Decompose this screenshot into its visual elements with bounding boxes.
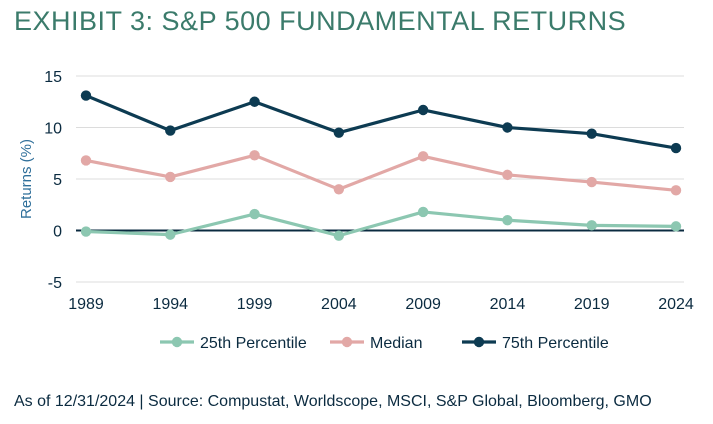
y-axis-label: Returns (%) <box>18 139 35 219</box>
legend-swatch-marker <box>171 336 183 348</box>
data-point <box>165 171 176 183</box>
legend-item-median: Median <box>330 335 422 352</box>
data-point <box>333 230 345 241</box>
data-point <box>586 176 597 188</box>
x-tick-label: 2004 <box>321 296 357 313</box>
x-tick-label: 2019 <box>574 296 610 313</box>
legend: 25th Percentile Median 75th Percentile <box>160 335 609 352</box>
data-point <box>586 128 597 139</box>
data-point <box>502 122 513 133</box>
data-point <box>670 221 682 232</box>
series-median <box>80 150 682 196</box>
legend-label: 75th Percentile <box>502 335 609 352</box>
data-point <box>333 184 345 195</box>
series-75th-percentile <box>80 90 682 154</box>
data-point <box>586 220 597 231</box>
x-tick-label: 1989 <box>68 296 104 313</box>
series-lines <box>80 90 682 241</box>
series-line <box>85 94 677 150</box>
data-point <box>502 169 513 181</box>
source-note: As of 12/31/2024 | Source: Compustat, Wo… <box>14 393 652 410</box>
data-point <box>80 90 92 101</box>
legend-swatch-marker <box>341 336 353 348</box>
y-tick-label: 0 <box>53 224 62 241</box>
x-tick-labels: 1989 1994 1999 2004 2009 2014 2019 2024 <box>68 296 694 313</box>
page-title: EXHIBIT 3: S&P 500 FUNDAMENTAL RETURNS <box>14 6 627 36</box>
data-point <box>417 151 429 162</box>
data-point <box>333 127 345 138</box>
y-tick-label: 15 <box>44 69 62 86</box>
x-tick-label: 2009 <box>405 296 441 313</box>
series-line <box>85 210 677 238</box>
y-tick-labels: 15 10 5 0 -5 <box>44 69 62 292</box>
series-line <box>85 153 677 192</box>
x-tick-label: 1994 <box>152 296 188 313</box>
data-point <box>165 125 176 136</box>
data-point <box>80 155 92 166</box>
data-point <box>80 226 92 237</box>
x-tick-label: 1999 <box>237 296 273 313</box>
legend-item-75th-percentile: 75th Percentile <box>462 335 609 352</box>
legend-label: Median <box>370 335 422 352</box>
y-tick-label: -5 <box>48 275 62 292</box>
legend-item-25th-percentile: 25th Percentile <box>160 335 307 352</box>
series-25th-percentile <box>80 206 682 241</box>
y-tick-label: 10 <box>44 121 62 138</box>
data-point <box>249 96 260 107</box>
data-point <box>502 215 513 226</box>
x-tick-label: 2024 <box>658 296 694 313</box>
data-point <box>417 104 429 116</box>
data-point <box>417 206 429 218</box>
data-point <box>249 208 260 220</box>
data-point <box>165 229 176 240</box>
legend-swatch-marker <box>473 336 485 348</box>
data-point <box>670 142 682 154</box>
data-point <box>249 150 260 161</box>
y-tick-label: 5 <box>53 172 62 189</box>
legend-label: 25th Percentile <box>200 335 307 352</box>
x-tick-label: 2014 <box>490 296 526 313</box>
data-point <box>670 185 682 196</box>
